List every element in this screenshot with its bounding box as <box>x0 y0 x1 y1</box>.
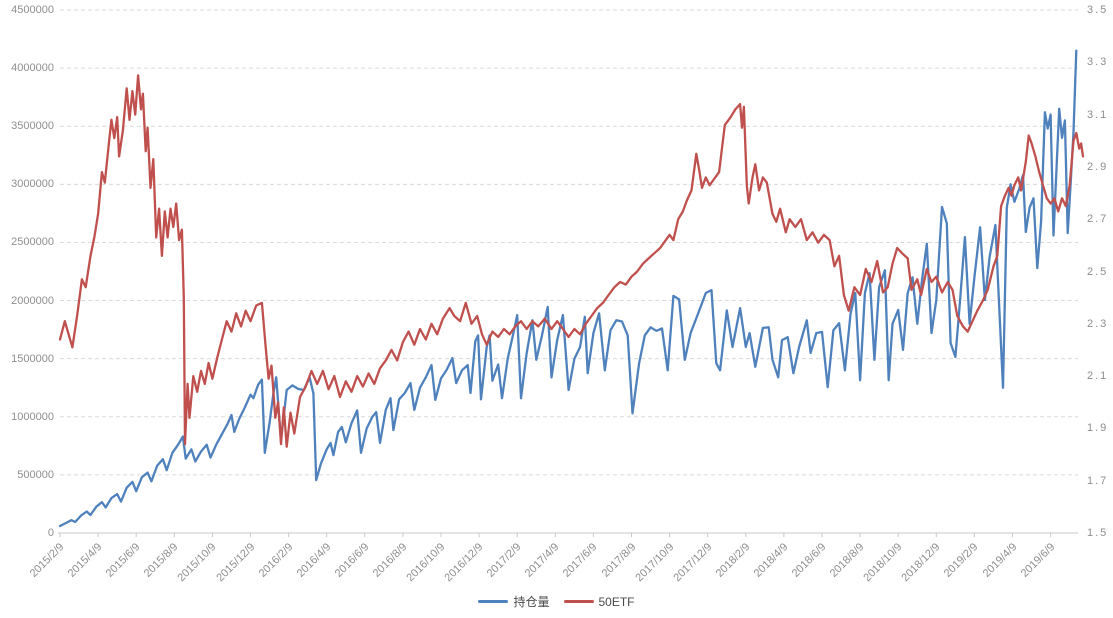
y-right-tick-label: 3.3 <box>1087 56 1109 69</box>
y-left-tick-label: 0 <box>47 527 54 539</box>
y-left-tick-label: 4500000 <box>11 4 54 16</box>
legend-item-open-interest[interactable]: 持仓量 <box>478 593 550 610</box>
y-right-tick-label: 2.9 <box>1087 160 1109 173</box>
y-right-tick-label: 2.7 <box>1087 213 1109 226</box>
legend-line-marker-red <box>563 600 594 603</box>
y-left-tick-label: 3000000 <box>11 178 54 191</box>
legend: 持仓量 50ETF <box>0 593 1113 610</box>
y-right-tick-label: 2.5 <box>1087 265 1109 278</box>
etf-price-line <box>58 74 1085 448</box>
y-right-tick-label: 1.5 <box>1087 527 1109 539</box>
y-left-tick-label: 1000000 <box>11 410 54 423</box>
y-right-tick-label: 3.5 <box>1087 4 1109 16</box>
y-right-tick-label: 2.3 <box>1087 317 1109 330</box>
y-left-tick-label: 2000000 <box>11 294 54 307</box>
y-right-tick-label: 1.7 <box>1087 474 1109 487</box>
legend-item-50etf[interactable]: 50ETF <box>563 594 635 609</box>
y-right-tick-label: 2.1 <box>1087 370 1109 383</box>
y-left-tick-label: 500000 <box>17 468 54 481</box>
legend-label-open-interest: 持仓量 <box>513 595 550 609</box>
y-right-tick-label: 3.1 <box>1087 108 1109 121</box>
legend-line-marker-blue <box>478 600 509 603</box>
legend-label-50etf: 50ETF <box>598 594 635 609</box>
y-left-tick-label: 3500000 <box>11 120 54 133</box>
y-right-tick-label: 1.9 <box>1087 422 1109 435</box>
y-left-tick-label: 4000000 <box>11 62 54 75</box>
y-left-tick-label: 1500000 <box>11 352 54 365</box>
y-left-tick-label: 2500000 <box>11 236 54 249</box>
open-interest-line <box>58 49 1078 528</box>
